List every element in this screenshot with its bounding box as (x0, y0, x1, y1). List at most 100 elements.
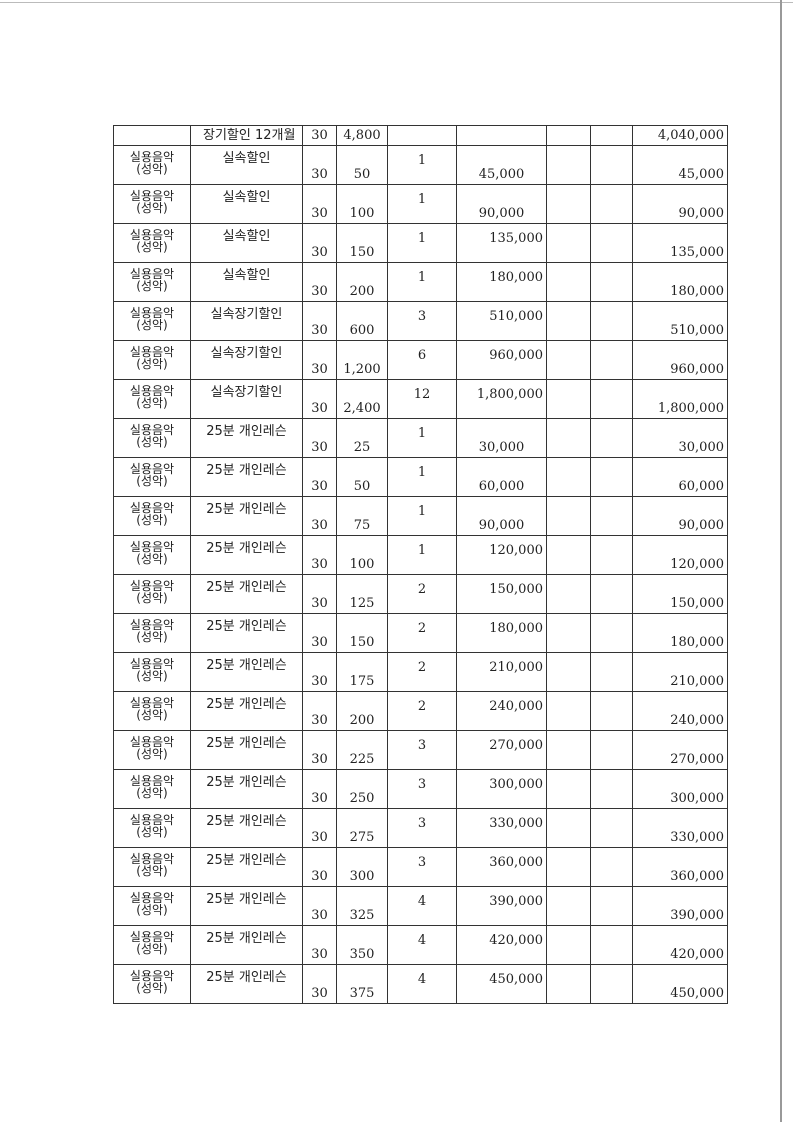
amount-cell: 175 (336, 652, 388, 692)
empty-cell (546, 808, 591, 848)
table-row: 실용음악 (성악) 25분 개인레슨 30 150 2 180,000 180,000 (113, 613, 728, 653)
empty-cell (546, 340, 591, 380)
total-cell: 330,000 (632, 808, 728, 848)
count-cell: 30 (302, 418, 337, 458)
amount-cell: 225 (336, 730, 388, 770)
category-cell: 실용음악 (성악) (113, 613, 191, 653)
item-cell: 실속할인 (190, 223, 303, 263)
empty-cell (546, 691, 591, 731)
months-cell: 1 (387, 145, 457, 185)
category-cell: 실용음악 (성악) (113, 847, 191, 887)
table-row: 실용음악 (성악) 25분 개인레슨 30 350 4 420,000 420,000 (113, 925, 728, 965)
category-text: 실용음악 (성악) (129, 969, 175, 995)
count-cell: 30 (302, 574, 337, 614)
total-cell: 510,000 (632, 301, 728, 341)
months-cell: 6 (387, 340, 457, 380)
empty-cell (546, 886, 591, 926)
table-row: 장기할인 12개월 30 4,800 4,040,000 (113, 125, 728, 146)
months-cell: 4 (387, 964, 457, 1004)
empty-cell (590, 886, 633, 926)
empty-cell (590, 652, 633, 692)
table-row: 실용음악 (성악) 25분 개인레슨 30 375 4 450,000 450,000 (113, 964, 728, 1004)
amount-cell: 150 (336, 613, 388, 653)
amount-cell: 350 (336, 925, 388, 965)
category-cell: 실용음악 (성악) (113, 379, 191, 419)
empty-cell (590, 125, 633, 146)
table-row: 실용음악 (성악) 실속장기할인 30 600 3 510,000 510,000 (113, 301, 728, 341)
table-row: 실용음악 (성악) 실속할인 30 100 1 90,000 90,000 (113, 184, 728, 224)
total-cell: 420,000 (632, 925, 728, 965)
count-cell: 30 (302, 691, 337, 731)
months-cell: 2 (387, 574, 457, 614)
months-cell: 2 (387, 613, 457, 653)
empty-cell (546, 574, 591, 614)
empty-cell (590, 379, 633, 419)
count-cell: 30 (302, 340, 337, 380)
count-cell: 30 (302, 886, 337, 926)
count-cell: 30 (302, 925, 337, 965)
total-cell: 60,000 (632, 457, 728, 497)
category-cell: 실용음악 (성악) (113, 652, 191, 692)
item-cell: 25분 개인레슨 (190, 457, 303, 497)
amount-cell: 25 (336, 418, 388, 458)
count-cell: 30 (302, 964, 337, 1004)
amount-cell: 325 (336, 886, 388, 926)
item-cell: 실속장기할인 (190, 340, 303, 380)
empty-cell (546, 925, 591, 965)
total-cell: 1,800,000 (632, 379, 728, 419)
months-cell: 4 (387, 925, 457, 965)
category-text: 실용음악 (성악) (129, 501, 175, 527)
months-cell: 1 (387, 457, 457, 497)
category-text: 실용음악 (성악) (129, 462, 175, 488)
category-text: 실용음악 (성악) (129, 813, 175, 839)
item-cell: 실속할인 (190, 184, 303, 224)
empty-cell (590, 613, 633, 653)
count-cell: 30 (302, 496, 337, 536)
price-cell: 120,000 (456, 535, 547, 575)
table-row: 실용음악 (성악) 25분 개인레슨 30 50 1 60,000 60,000 (113, 457, 728, 497)
total-cell: 390,000 (632, 886, 728, 926)
price-cell: 270,000 (456, 730, 547, 770)
table-row: 실용음악 (성악) 25분 개인레슨 30 250 3 300,000 300,000 (113, 769, 728, 809)
count-cell: 30 (302, 262, 337, 302)
empty-cell (546, 652, 591, 692)
category-cell: 실용음악 (성악) (113, 925, 191, 965)
empty-cell (590, 184, 633, 224)
price-cell: 150,000 (456, 574, 547, 614)
table-row: 실용음악 (성악) 실속장기할인 30 2,400 12 1,800,000 1,800,0… (113, 379, 728, 419)
item-cell: 25분 개인레슨 (190, 886, 303, 926)
empty-cell (546, 379, 591, 419)
months-cell: 4 (387, 886, 457, 926)
count-cell: 30 (302, 301, 337, 341)
months-cell: 12 (387, 379, 457, 419)
item-cell: 25분 개인레슨 (190, 925, 303, 965)
category-cell: 실용음악 (성악) (113, 496, 191, 536)
table-row: 실용음악 (성악) 25분 개인레슨 30 100 1 120,000 120,000 (113, 535, 728, 575)
empty-cell (590, 964, 633, 1004)
item-cell: 실속할인 (190, 262, 303, 302)
category-cell: 실용음악 (성악) (113, 418, 191, 458)
empty-cell (546, 535, 591, 575)
item-cell: 25분 개인레슨 (190, 535, 303, 575)
category-text: 실용음악 (성악) (129, 696, 175, 722)
amount-cell: 200 (336, 262, 388, 302)
empty-cell (546, 262, 591, 302)
category-cell: 실용음악 (성악) (113, 769, 191, 809)
table-row: 실용음악 (성악) 실속장기할인 30 1,200 6 960,000 960,000 (113, 340, 728, 380)
count-cell: 30 (302, 145, 337, 185)
item-cell: 25분 개인레슨 (190, 652, 303, 692)
category-text: 실용음악 (성악) (129, 852, 175, 878)
empty-cell (546, 613, 591, 653)
price-cell: 450,000 (456, 964, 547, 1004)
table-row: 실용음악 (성악) 실속할인 30 50 1 45,000 45,000 (113, 145, 728, 185)
category-cell: 실용음악 (성악) (113, 886, 191, 926)
total-cell: 30,000 (632, 418, 728, 458)
count-cell: 30 (302, 379, 337, 419)
empty-cell (590, 418, 633, 458)
amount-cell: 375 (336, 964, 388, 1004)
category-cell: 실용음악 (성악) (113, 574, 191, 614)
item-cell: 실속장기할인 (190, 379, 303, 419)
category-cell: 실용음악 (성악) (113, 730, 191, 770)
empty-cell (546, 125, 591, 146)
table-row: 실용음악 (성악) 25분 개인레슨 30 325 4 390,000 390,000 (113, 886, 728, 926)
